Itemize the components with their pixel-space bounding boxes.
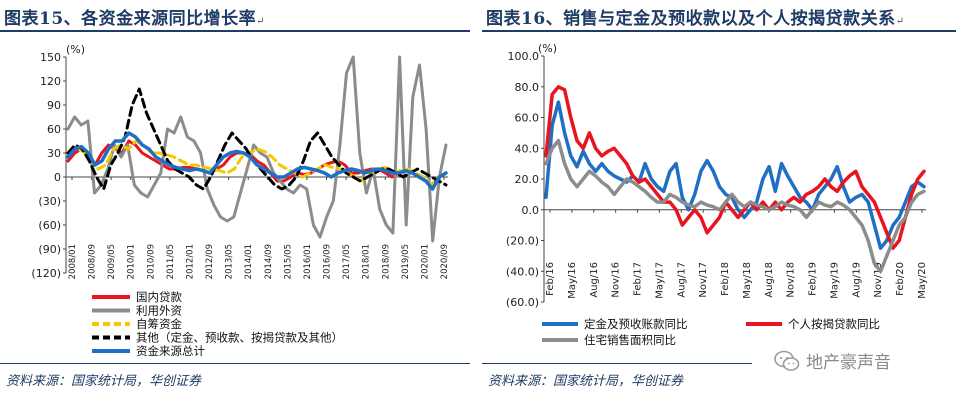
y-tick-label: (60.0) bbox=[506, 296, 539, 309]
left-source: 资料来源：国家统计局，华创证券 bbox=[6, 374, 202, 389]
x-tick-label: 2008/01 bbox=[68, 244, 78, 279]
y-tick-label: (20.0) bbox=[506, 235, 539, 248]
right-chart-title: 图表16、销售与定金及预收款以及个人按揭贷款关系↵ bbox=[486, 9, 905, 29]
x-tick-label: 2018/09 bbox=[381, 244, 391, 279]
x-tick-label: Nov/19 bbox=[873, 262, 884, 298]
legend-label-3: 自筹资金 bbox=[136, 317, 182, 331]
left-chart: (%) 150 120 90 60 30 0 (30) (60) (90) (120) 2008/01… bbox=[31, 43, 450, 358]
right-panel: 图表16、销售与定金及预收款以及个人按揭贷款关系↵ (%) 100.0 80.0 60… bbox=[482, 0, 958, 402]
y-tick-label: (40.0) bbox=[506, 265, 539, 278]
y-tick-label: (120) bbox=[31, 267, 61, 280]
x-tick-label: 2014/09 bbox=[264, 244, 274, 279]
x-tick-label: Aug/18 bbox=[764, 262, 775, 298]
watermark: 地产豪声音 bbox=[774, 348, 891, 373]
right-source-rule bbox=[482, 363, 752, 364]
y-tick-label: 40.0 bbox=[515, 142, 540, 155]
x-tick-label: May/20 bbox=[917, 262, 928, 299]
watermark-text: 地产豪声音 bbox=[806, 353, 891, 373]
y-tick-label: 90 bbox=[47, 99, 61, 112]
x-tick-label: Feb/20 bbox=[895, 262, 906, 296]
series-line-3 bbox=[544, 138, 926, 274]
x-tick-label: 2016/01 bbox=[303, 244, 313, 279]
x-tick-label: May/18 bbox=[742, 262, 753, 299]
x-tick-label: May/19 bbox=[829, 262, 840, 299]
wechat-icon bbox=[774, 350, 800, 371]
x-tick-label: Feb/16 bbox=[545, 262, 556, 296]
x-tick-label: Nov/17 bbox=[698, 262, 709, 298]
x-tick-label: 2009/05 bbox=[107, 244, 117, 279]
x-tick-label: Nov/18 bbox=[786, 262, 797, 298]
y-tick-label: 60.0 bbox=[515, 112, 540, 125]
left-panel: 图表15、各资金来源同比增长率↵ (%) 150 120 90 60 30 0 (30) (60… bbox=[0, 0, 476, 402]
y-tick-label: 120 bbox=[40, 75, 61, 88]
x-tick-label: Nov/16 bbox=[611, 262, 622, 298]
x-tick-label: 2019/05 bbox=[401, 244, 411, 279]
y-tick-label: 100.0 bbox=[508, 50, 540, 63]
x-tick-label: Feb/18 bbox=[720, 262, 731, 296]
y-tick-label: 30 bbox=[47, 147, 61, 160]
x-tick-label: 2010/09 bbox=[146, 244, 156, 279]
y-tick-label: 150 bbox=[40, 51, 61, 64]
y-tick-label: 20.0 bbox=[515, 173, 540, 186]
series-line-2 bbox=[544, 85, 926, 250]
x-tick-label: Aug/17 bbox=[676, 262, 687, 298]
series-line-5 bbox=[66, 131, 448, 191]
y-tick-label: (60) bbox=[38, 219, 61, 232]
right-chart: (%)100.0 80.0 60.0 40.0 20.0 0.0 (20.0) (40.0) (… bbox=[506, 42, 928, 347]
x-tick-label: 2012/09 bbox=[205, 244, 215, 279]
y-tick-label: 0 bbox=[54, 171, 61, 184]
x-tick-label: 2016/09 bbox=[323, 244, 333, 279]
legend-label-5: 资金来源总计 bbox=[136, 344, 205, 358]
y-tick-label: 80.0 bbox=[515, 81, 540, 94]
x-tick-label: 2020/01 bbox=[420, 244, 430, 279]
y-tick-label: 60 bbox=[47, 123, 61, 136]
x-tick-label: 2013/05 bbox=[225, 244, 235, 279]
x-tick-label: May/17 bbox=[654, 262, 665, 299]
x-tick-label: Aug/16 bbox=[589, 262, 600, 298]
legend-label-3: 住宅销售面积同比 bbox=[584, 333, 676, 347]
legend-label-1: 国内贷款 bbox=[136, 290, 182, 304]
x-tick-label: Aug/19 bbox=[851, 262, 862, 298]
legend-label-4: 其他（定金、预收款、按揭贷款及其他） bbox=[136, 331, 343, 345]
x-tick-label: Feb/17 bbox=[633, 262, 644, 296]
legend-label-2: 个人按揭贷款同比 bbox=[788, 317, 880, 331]
x-tick-label: 2008/09 bbox=[88, 244, 98, 279]
legend-label-1: 定金及预收账款同比 bbox=[584, 317, 688, 331]
left-title-rule bbox=[0, 30, 470, 32]
y-unit-label: (%) bbox=[66, 43, 85, 56]
x-tick-label: 2020/09 bbox=[440, 244, 450, 279]
x-tick-label: Feb/19 bbox=[808, 262, 819, 296]
y-tick-label: (30) bbox=[38, 195, 61, 208]
legend-label-2: 利用外资 bbox=[136, 304, 182, 318]
x-tick-label: 2018/01 bbox=[362, 244, 372, 279]
x-tick-label: May/16 bbox=[567, 262, 578, 299]
x-tick-label: 2011/05 bbox=[166, 244, 176, 279]
y-unit-label: (%) bbox=[538, 42, 557, 55]
x-tick-label: 2014/01 bbox=[244, 244, 254, 279]
right-title-rule bbox=[482, 30, 956, 32]
x-tick-label: 2010/01 bbox=[127, 244, 137, 279]
left-source-rule bbox=[0, 363, 470, 364]
series-line-1 bbox=[544, 100, 926, 250]
y-tick-label: 0.0 bbox=[522, 204, 540, 217]
y-tick-label: (90) bbox=[38, 243, 61, 256]
x-tick-label: 2017/05 bbox=[342, 244, 352, 279]
left-chart-title: 图表15、各资金来源同比增长率↵ bbox=[4, 9, 266, 29]
right-source: 资料来源：国家统计局，华创证券 bbox=[488, 374, 684, 389]
x-tick-label: 2012/01 bbox=[185, 244, 195, 279]
x-tick-label: 2015/05 bbox=[283, 244, 293, 279]
